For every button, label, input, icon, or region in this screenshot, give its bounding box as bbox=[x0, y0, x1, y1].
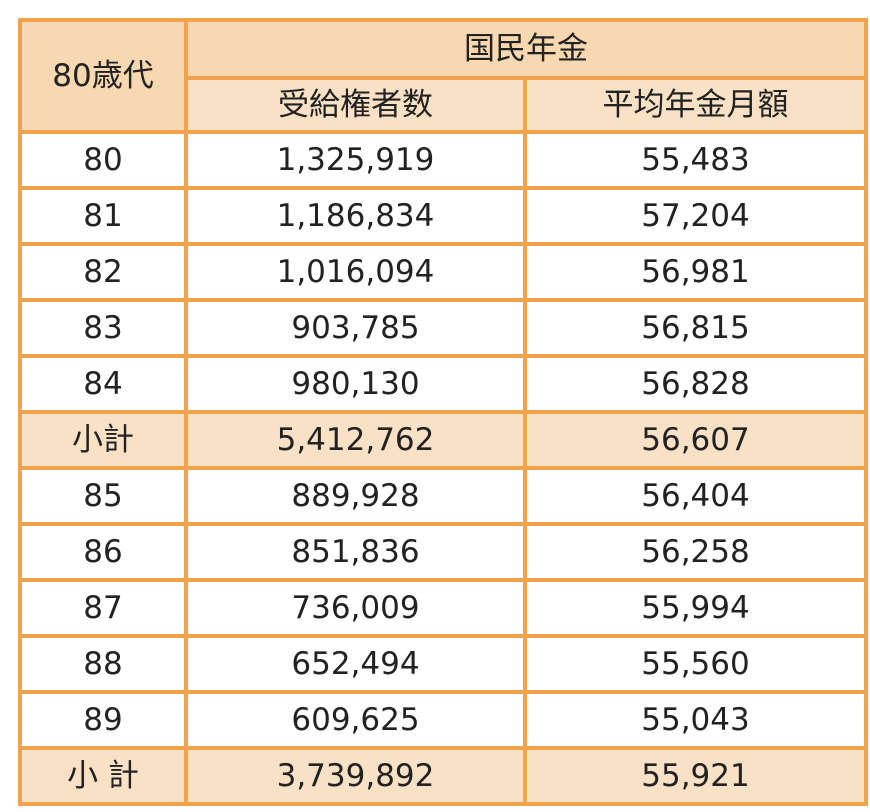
recipients-cell: 889,928 bbox=[184, 466, 527, 526]
table-row: 84 980,130 56,828 bbox=[18, 354, 868, 414]
table-row: 81 1,186,834 57,204 bbox=[18, 186, 868, 246]
recipients-cell: 652,494 bbox=[184, 634, 527, 694]
age-cell: 小 計 bbox=[18, 746, 188, 806]
corner-header: 80歳代 bbox=[18, 18, 188, 134]
table-row: 87 736,009 55,994 bbox=[18, 578, 868, 638]
table-body: 80 1,325,919 55,483 81 1,186,834 57,204 82 1,01… bbox=[18, 130, 868, 806]
avg-monthly-cell: 56,607 bbox=[523, 410, 868, 470]
pension-table: 80歳代 国民年金 受給権者数 平均年金月額 80 1,325,919 55,483… bbox=[18, 18, 868, 806]
avg-monthly-cell: 55,921 bbox=[523, 746, 868, 806]
age-cell: 88 bbox=[18, 634, 188, 694]
subtotal-row: 小計 5,412,762 56,607 bbox=[18, 410, 868, 470]
pension-table-container: 80歳代 国民年金 受給権者数 平均年金月額 80 1,325,919 55,483… bbox=[18, 18, 868, 806]
avg-monthly-cell: 57,204 bbox=[523, 186, 868, 246]
recipients-cell: 1,186,834 bbox=[184, 186, 527, 246]
avg-monthly-cell: 56,981 bbox=[523, 242, 868, 302]
table-row: 80 1,325,919 55,483 bbox=[18, 130, 868, 190]
avg-monthly-cell: 56,404 bbox=[523, 466, 868, 526]
avg-monthly-cell: 56,258 bbox=[523, 522, 868, 582]
table-row: 82 1,016,094 56,981 bbox=[18, 242, 868, 302]
subtotal-row: 小 計 3,739,892 55,921 bbox=[18, 746, 868, 806]
age-cell: 小計 bbox=[18, 410, 188, 470]
recipients-cell: 1,325,919 bbox=[184, 130, 527, 190]
recipients-cell: 3,739,892 bbox=[184, 746, 527, 806]
age-cell: 86 bbox=[18, 522, 188, 582]
table-row: 88 652,494 55,560 bbox=[18, 634, 868, 694]
avg-monthly-cell: 55,994 bbox=[523, 578, 868, 638]
group-header: 国民年金 bbox=[184, 18, 868, 80]
age-cell: 81 bbox=[18, 186, 188, 246]
age-cell: 85 bbox=[18, 466, 188, 526]
table-row: 86 851,836 56,258 bbox=[18, 522, 868, 582]
recipients-cell: 609,625 bbox=[184, 690, 527, 750]
avg-monthly-cell: 55,043 bbox=[523, 690, 868, 750]
avg-monthly-cell: 56,828 bbox=[523, 354, 868, 414]
age-cell: 82 bbox=[18, 242, 188, 302]
recipients-cell: 851,836 bbox=[184, 522, 527, 582]
age-cell: 80 bbox=[18, 130, 188, 190]
recipients-cell: 903,785 bbox=[184, 298, 527, 358]
age-cell: 87 bbox=[18, 578, 188, 638]
recipients-cell: 1,016,094 bbox=[184, 242, 527, 302]
table-row: 89 609,625 55,043 bbox=[18, 690, 868, 750]
age-cell: 89 bbox=[18, 690, 188, 750]
col-header-recipients: 受給権者数 bbox=[184, 76, 527, 134]
age-cell: 83 bbox=[18, 298, 188, 358]
header-row-1: 80歳代 国民年金 bbox=[18, 18, 868, 134]
age-cell: 84 bbox=[18, 354, 188, 414]
table-row: 85 889,928 56,404 bbox=[18, 466, 868, 526]
recipients-cell: 736,009 bbox=[184, 578, 527, 638]
header-row-2: 受給権者数 平均年金月額 bbox=[20, 76, 868, 134]
table-row: 83 903,785 56,815 bbox=[18, 298, 868, 358]
avg-monthly-cell: 55,560 bbox=[523, 634, 868, 694]
recipients-cell: 5,412,762 bbox=[184, 410, 527, 470]
recipients-cell: 980,130 bbox=[184, 354, 527, 414]
avg-monthly-cell: 56,815 bbox=[523, 298, 868, 358]
col-header-avg-monthly: 平均年金月額 bbox=[523, 76, 868, 134]
avg-monthly-cell: 55,483 bbox=[523, 130, 868, 190]
